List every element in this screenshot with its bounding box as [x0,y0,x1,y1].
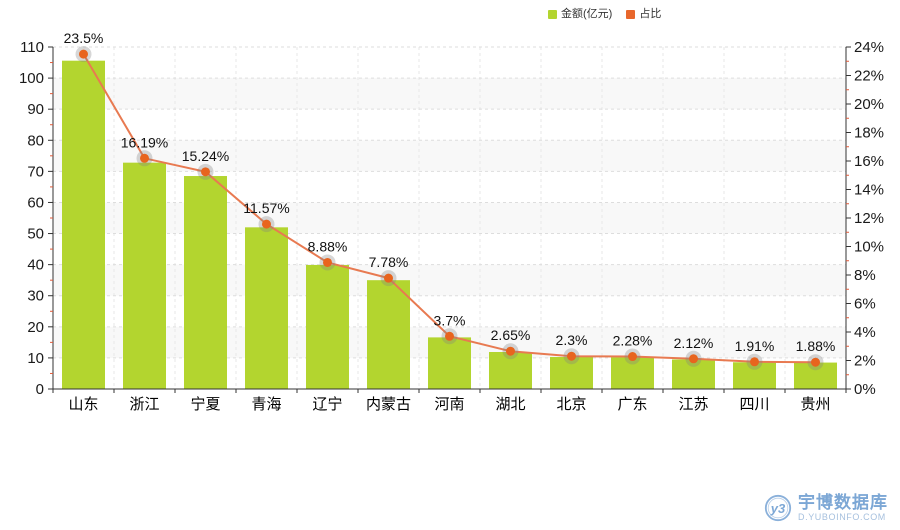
left-tick-label: 20 [27,319,44,336]
line-point-河南[interactable] [445,331,454,341]
logo-glyph-text: y3 [770,501,786,516]
line-point-青海[interactable] [262,219,271,229]
point-label: 16.19% [121,134,168,150]
left-tick-label: 40 [27,257,44,274]
point-label: 2.12% [674,335,714,351]
line-point-四川[interactable] [750,357,759,367]
bar-辽宁[interactable] [306,264,349,389]
right-tick-label: 16% [854,153,884,170]
left-tick-label: 90 [27,101,44,118]
bar-湖北[interactable] [489,352,532,389]
point-label: 11.57% [243,200,289,216]
point-label: 7.78% [369,254,409,270]
legend-item-amount[interactable]: 金额(亿元) [548,9,612,20]
x-label-广东[interactable]: 广东 [617,396,647,413]
bar-宁夏[interactable] [184,176,227,389]
left-tick-label: 30 [27,288,44,305]
watermark: y3 宇博数据库 D.YUBOINFO.COM [764,494,888,522]
point-label: 1.88% [796,338,836,354]
right-tick-label: 2% [854,353,876,370]
line-point-内蒙古[interactable] [384,273,393,283]
legend-amount-label: 金额(亿元) [561,8,613,20]
x-label-青海[interactable]: 青海 [251,396,281,413]
right-tick-label: 24% [854,39,884,56]
left-tick-label: 0 [36,381,44,398]
x-label-河南[interactable]: 河南 [434,396,464,413]
right-tick-label: 22% [854,68,884,85]
left-tick-label: 80 [27,132,44,149]
point-label: 15.24% [182,148,229,164]
left-tick-label: 70 [27,163,44,180]
bar-河南[interactable] [428,337,471,389]
legend-ratio-label: 占比 [639,8,662,20]
split-band [53,202,846,234]
split-band [53,78,846,110]
line-point-江苏[interactable] [689,354,698,364]
x-label-北京[interactable]: 北京 [556,396,586,413]
bar-浙江[interactable] [123,162,166,389]
x-label-辽宁[interactable]: 辽宁 [312,396,342,413]
line-point-宁夏[interactable] [201,167,210,177]
x-label-宁夏[interactable]: 宁夏 [190,396,220,413]
left-tick-label: 60 [27,194,44,211]
right-tick-label: 4% [854,324,876,341]
bar-江苏[interactable] [672,359,715,389]
amount-swatch-icon [548,10,557,19]
watermark-title: 宇博数据库 [798,493,888,512]
line-point-湖北[interactable] [506,346,515,356]
left-tick-label: 100 [19,70,44,87]
point-label: 2.3% [556,332,588,348]
right-tick-label: 8% [854,267,876,284]
bar-四川[interactable] [733,362,776,389]
split-band [53,264,846,296]
bar-广东[interactable] [611,357,654,389]
x-label-浙江[interactable]: 浙江 [129,396,159,413]
bar-内蒙古[interactable] [367,280,410,389]
left-tick-label: 110 [20,39,44,56]
x-label-贵州[interactable]: 贵州 [800,396,830,413]
point-label: 23.5% [64,30,104,46]
right-tick-label: 20% [854,96,884,113]
right-tick-label: 12% [854,210,884,227]
x-label-四川[interactable]: 四川 [739,396,769,413]
right-tick-label: 6% [854,296,876,313]
bar-贵州[interactable] [794,362,837,389]
point-label: 3.7% [434,312,466,328]
point-label: 8.88% [308,238,348,254]
yubo-logo-icon: y3 [764,494,792,522]
x-label-内蒙古[interactable]: 内蒙古 [366,396,411,413]
left-tick-label: 50 [27,226,44,243]
combo-bar-line-chart: 0 10 20 30 40 50 60 70 80 90 100 110 0% 2% 4% 6% 8% 10% 12… [19,30,884,413]
line-point-浙江[interactable] [140,153,149,163]
right-tick-label: 10% [854,239,884,256]
bar-山东[interactable] [62,60,105,390]
line-point-辽宁[interactable] [323,257,332,267]
right-tick-label: 14% [854,182,884,199]
right-tick-label: 18% [854,125,884,142]
watermark-url[interactable]: D.YUBOINFO.COM [798,512,886,522]
x-label-江苏[interactable]: 江苏 [678,396,708,413]
x-label-湖北[interactable]: 湖北 [495,396,525,413]
x-label-山东[interactable]: 山东 [68,396,98,413]
chart-legend: 金额(亿元) 占比 [548,9,661,20]
point-label: 2.28% [613,333,653,349]
right-tick-label: 0% [854,381,876,398]
point-label: 2.65% [491,327,531,343]
left-tick-label: 10 [27,350,44,367]
line-point-山东[interactable] [79,49,88,59]
line-point-贵州[interactable] [811,357,820,367]
line-point-广东[interactable] [628,352,637,362]
bar-北京[interactable] [550,356,593,389]
legend-item-ratio[interactable]: 占比 [626,9,661,20]
point-label: 1.91% [735,338,775,354]
bar-青海[interactable] [245,227,288,389]
line-point-北京[interactable] [567,351,576,361]
ratio-swatch-icon [626,10,636,19]
split-band [53,140,846,172]
